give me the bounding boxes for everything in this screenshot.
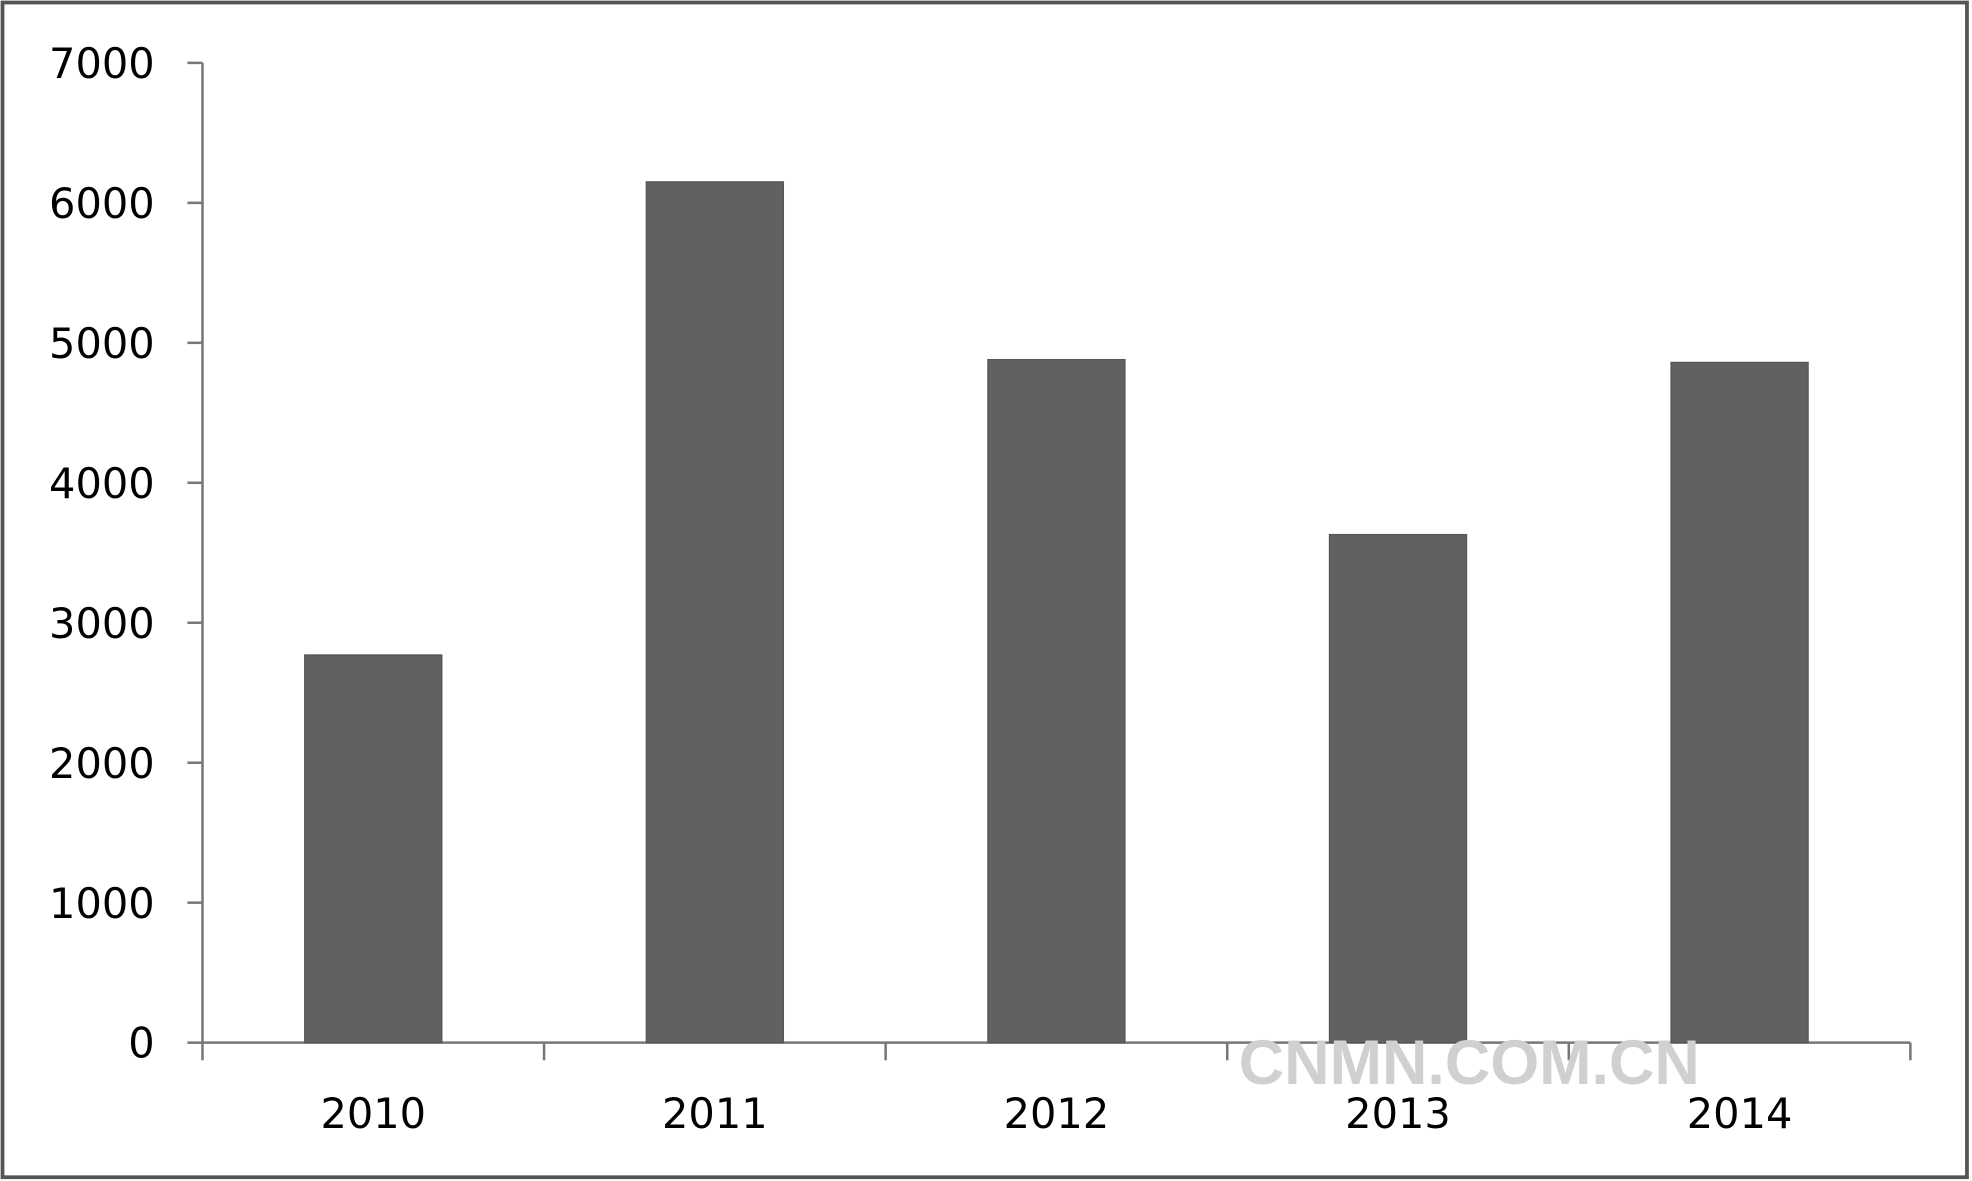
bar-2013 bbox=[1328, 533, 1468, 1044]
x-tick-label: 2011 bbox=[662, 1089, 768, 1138]
bar-2012 bbox=[987, 358, 1126, 1044]
watermark: CNMN.COM.CN bbox=[1239, 1028, 1700, 1098]
x-tick-label: 2013 bbox=[1345, 1089, 1451, 1138]
x-tick-label: 2010 bbox=[320, 1089, 426, 1138]
y-tick-label: 6000 bbox=[49, 179, 155, 228]
y-axis: 0 1000 2000 3000 4000 5000 6000 7000 bbox=[49, 39, 204, 1068]
y-tick-label: 5000 bbox=[49, 319, 155, 368]
x-tick-label: 2014 bbox=[1687, 1089, 1793, 1138]
bar-2011 bbox=[645, 181, 785, 1044]
bars bbox=[304, 181, 1809, 1044]
x-tick-label: 2012 bbox=[1004, 1089, 1110, 1138]
y-tick-label: 0 bbox=[128, 1019, 154, 1068]
y-tick-label: 7000 bbox=[49, 39, 155, 88]
y-tick-label: 4000 bbox=[49, 459, 155, 508]
bar-2010 bbox=[304, 654, 443, 1044]
y-tick-label: 3000 bbox=[49, 599, 155, 648]
bar-2014 bbox=[1670, 361, 1809, 1044]
y-tick-label: 2000 bbox=[49, 739, 155, 788]
y-tick-label: 1000 bbox=[49, 879, 155, 928]
